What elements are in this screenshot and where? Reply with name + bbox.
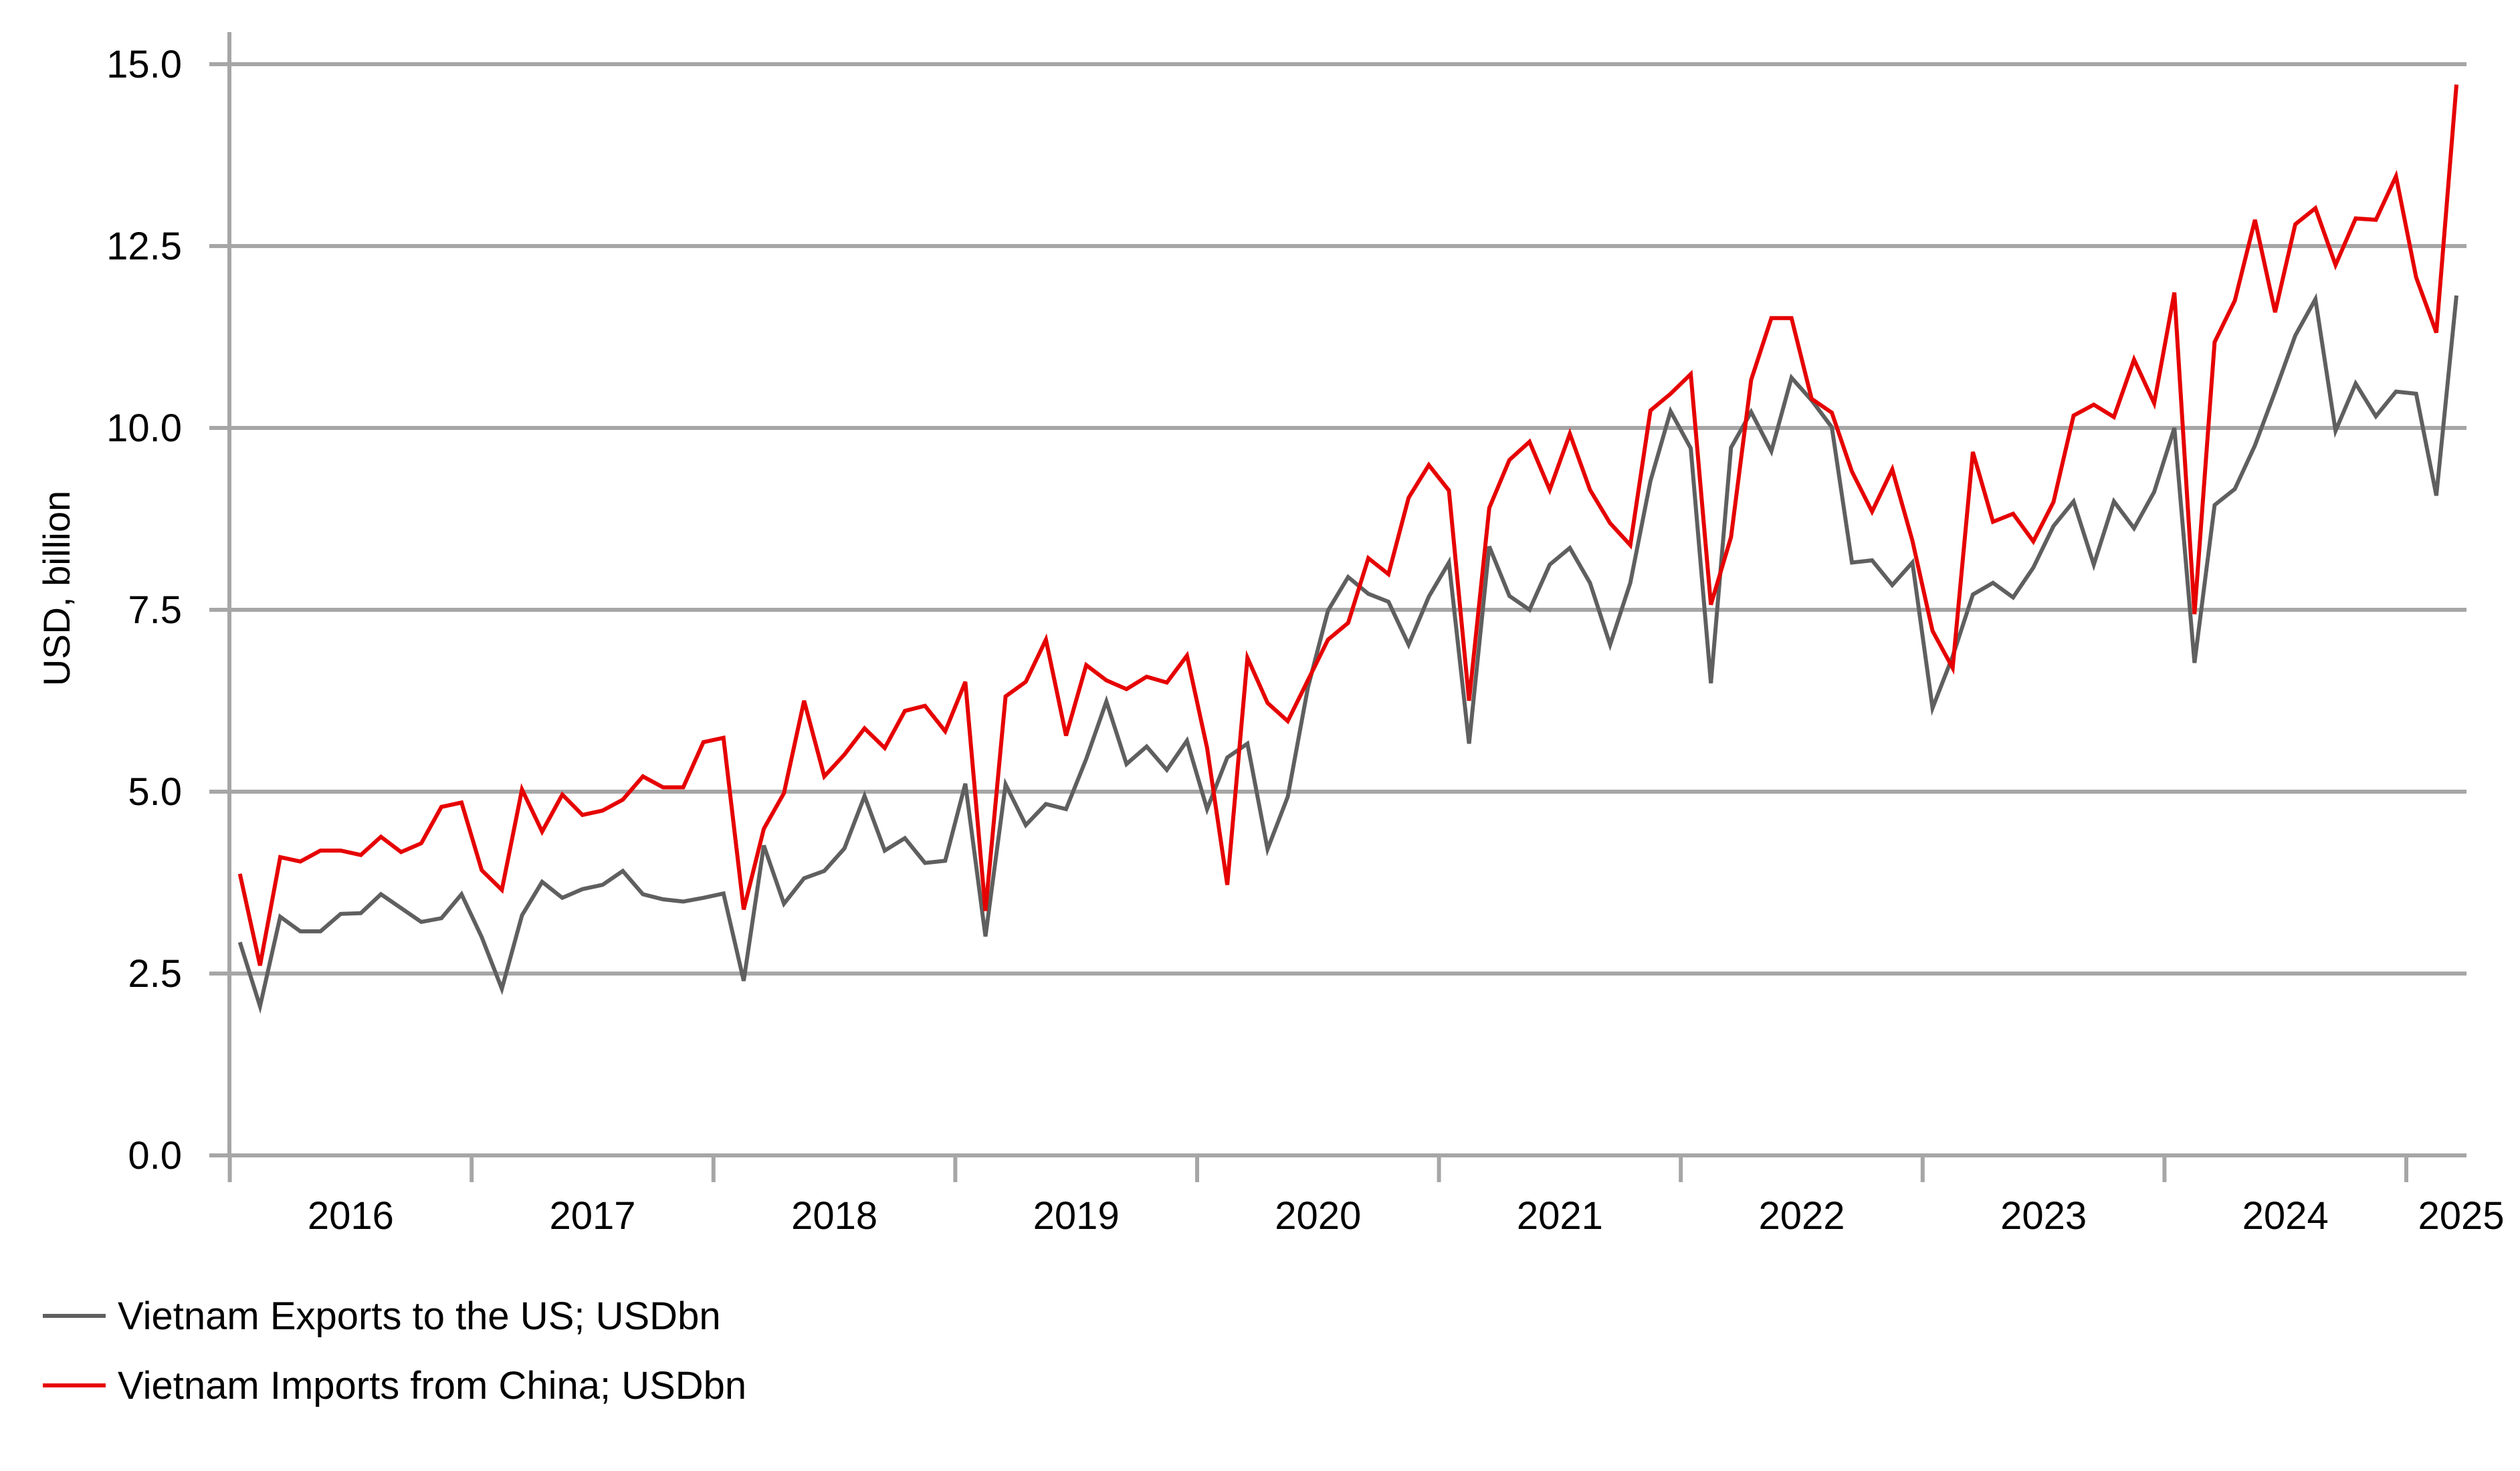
series-line-imports-china (237, 84, 2458, 966)
y-tick-label: 15.0 (106, 43, 182, 86)
x-tick-label: 2016 (308, 1194, 394, 1238)
x-axis-ticks: 2016 2017 2018 2019 2020 2021 2022 2023 2024 2025 (227, 1155, 2505, 1238)
y-axis-title: USD, billion (35, 491, 78, 687)
legend: Vietnam Exports to the US; USDbn Vietnam … (43, 1294, 746, 1407)
y-tick-label: 2.5 (128, 952, 182, 996)
y-tick-label: 0.0 (128, 1134, 182, 1177)
x-tick-label: 2019 (1033, 1194, 1120, 1238)
y-tick-label: 12.5 (106, 225, 182, 268)
y-tick-label: 7.5 (128, 588, 182, 632)
x-tick-label: 2022 (1758, 1194, 1845, 1238)
legend-label: Vietnam Exports to the US; USDbn (118, 1294, 721, 1338)
x-tick-label: 2017 (549, 1194, 635, 1238)
y-axis-ticks: 0.0 2.5 5.0 7.5 10.0 12.5 15.0 (106, 43, 229, 1177)
series-lines (237, 84, 2458, 1014)
x-tick-label: 2020 (1275, 1194, 1361, 1238)
x-tick-label: 2023 (2000, 1194, 2087, 1238)
y-tick-label: 10.0 (106, 407, 182, 450)
legend-label: Vietnam Imports from China; USDbn (118, 1364, 746, 1407)
x-tick-label: 2021 (1517, 1194, 1603, 1238)
x-tick-label: 2025 (2418, 1194, 2504, 1238)
x-tick-label: 2018 (791, 1194, 877, 1238)
gridlines (209, 62, 2466, 976)
y-tick-label: 5.0 (128, 770, 182, 814)
series-line-exports-us (237, 293, 2458, 1014)
x-tick-label: 2024 (2242, 1194, 2329, 1238)
